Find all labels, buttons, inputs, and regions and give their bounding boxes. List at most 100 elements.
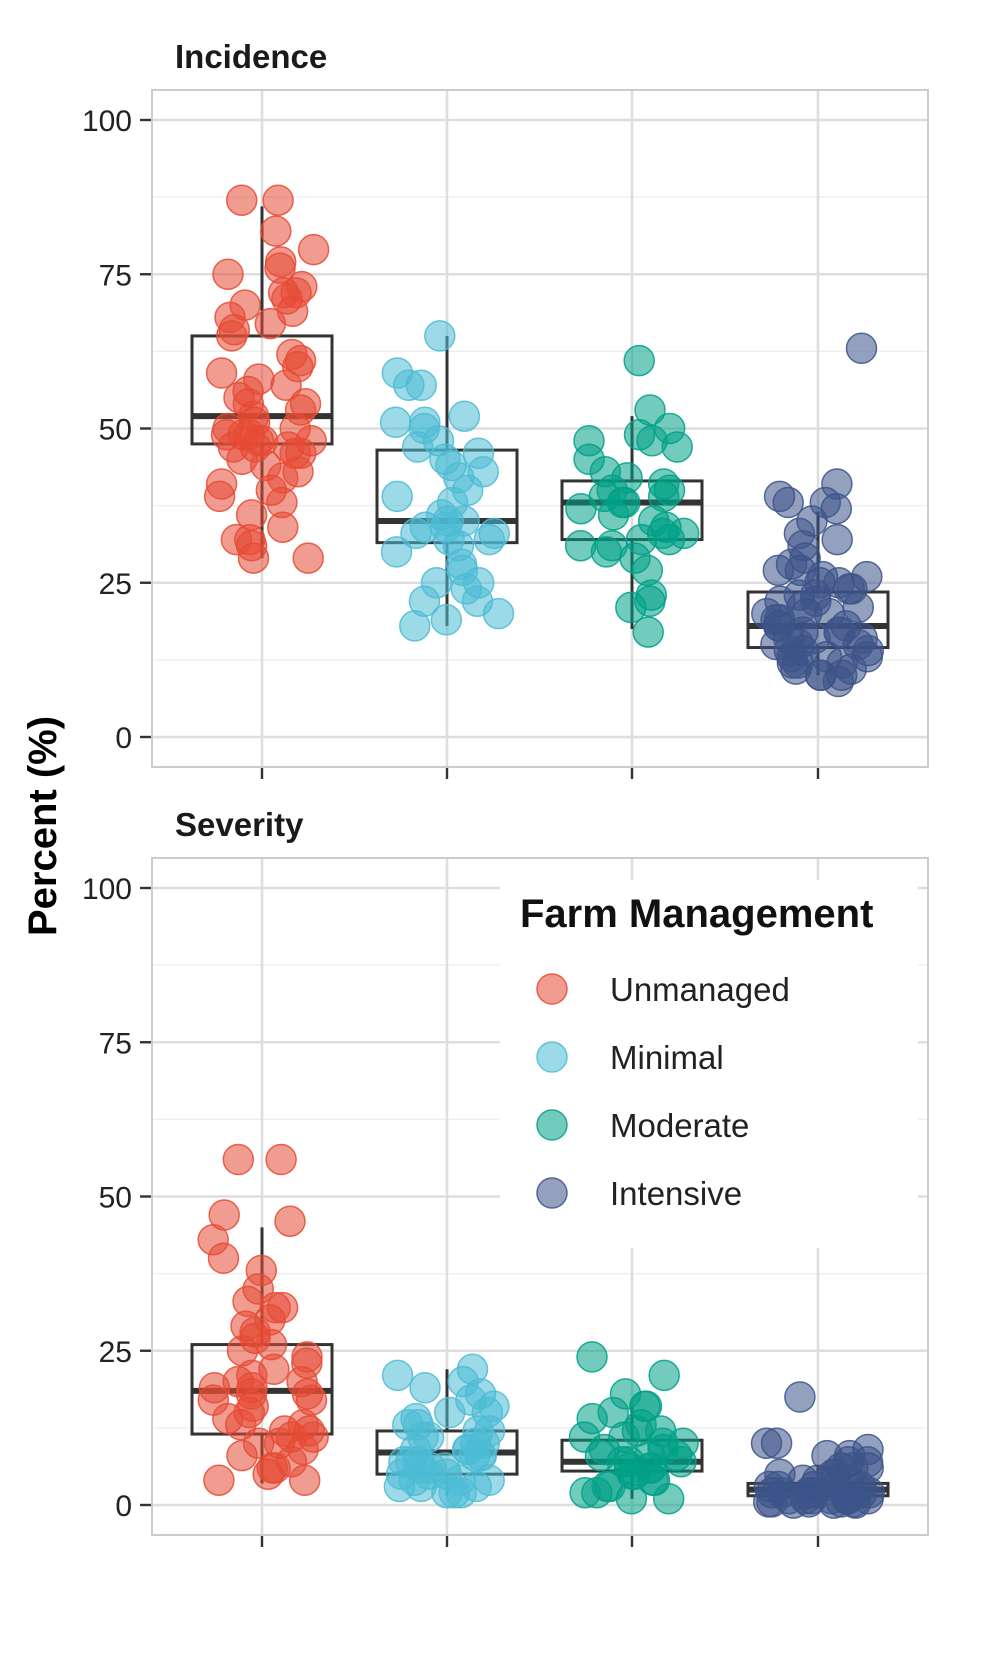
- data-point: [623, 344, 655, 377]
- plot-border: [151, 857, 929, 1536]
- data-point: [381, 1359, 414, 1392]
- data-point: [615, 1483, 648, 1515]
- data-point: [648, 1359, 680, 1392]
- y-tick-label: 75: [99, 259, 132, 292]
- data-point: [212, 258, 244, 291]
- panel-incidence: Incidence 0 25 50 75 100: [82, 38, 929, 779]
- data-point: [292, 542, 324, 574]
- data-point: [400, 517, 432, 550]
- data-point: [458, 1439, 491, 1472]
- points-moderate: [568, 1341, 699, 1515]
- data-point: [845, 332, 878, 365]
- data-point: [401, 431, 434, 463]
- data-point: [576, 1341, 608, 1373]
- data-point: [226, 1439, 258, 1472]
- y-tick-label: 50: [99, 414, 132, 447]
- data-point: [260, 215, 292, 247]
- legend-title: Farm Management: [520, 892, 873, 936]
- legend-label-moderate: Moderate: [610, 1107, 749, 1144]
- data-point: [777, 1487, 810, 1519]
- data-point: [265, 1143, 297, 1176]
- data-point: [297, 233, 330, 266]
- y-tick-label: 0: [115, 1490, 132, 1523]
- data-point: [473, 523, 506, 556]
- y-axis-label: Percent (%): [21, 716, 65, 936]
- data-point: [821, 523, 853, 556]
- data-point: [665, 1446, 697, 1478]
- legend-key-minimal: [536, 1041, 568, 1073]
- legend-key-intensive: [536, 1177, 568, 1209]
- y-tick-label: 25: [99, 568, 132, 601]
- data-point: [379, 406, 412, 439]
- points-minimal: [379, 320, 515, 642]
- y-tick-label: 75: [99, 1027, 132, 1060]
- data-point: [225, 184, 258, 216]
- legend-label-unmanaged: Unmanaged: [610, 971, 790, 1008]
- data-point: [581, 1476, 613, 1509]
- data-point: [237, 542, 270, 574]
- legend: Farm Management Unmanaged Minimal Moderate I…: [500, 880, 918, 1248]
- data-point: [203, 480, 236, 513]
- data-point: [262, 184, 294, 216]
- data-point: [615, 591, 647, 624]
- data-point: [762, 554, 795, 587]
- data-point: [393, 369, 425, 402]
- points-moderate: [564, 344, 700, 648]
- data-point: [590, 536, 623, 568]
- data-point: [760, 1427, 793, 1460]
- data-point: [424, 320, 456, 352]
- points-intensive: [751, 332, 885, 698]
- data-point: [405, 1470, 437, 1503]
- data-point: [784, 1381, 816, 1413]
- data-point: [205, 357, 238, 389]
- data-point: [482, 597, 515, 630]
- data-point: [203, 1464, 235, 1497]
- data-point: [772, 486, 804, 519]
- data-point: [409, 1372, 441, 1404]
- points-minimal: [381, 1353, 510, 1509]
- data-point: [822, 665, 855, 698]
- data-point: [653, 523, 686, 556]
- legend-key-moderate: [536, 1109, 568, 1141]
- y-tick-label: 0: [115, 722, 132, 755]
- data-point: [399, 610, 431, 642]
- panel-title: Severity: [175, 806, 304, 843]
- data-point: [267, 511, 299, 543]
- panel-title: Incidence: [175, 38, 327, 75]
- legend-label-minimal: Minimal: [610, 1039, 724, 1076]
- data-point: [252, 1458, 284, 1490]
- data-point: [565, 492, 597, 525]
- data-point: [564, 529, 597, 562]
- data-point: [818, 1487, 850, 1519]
- points-unmanaged: [197, 1143, 329, 1497]
- data-point: [430, 604, 463, 636]
- data-point: [652, 1483, 685, 1515]
- data-point: [380, 536, 413, 568]
- data-point: [274, 1205, 306, 1237]
- points-intensive: [750, 1381, 886, 1519]
- legend-background: [500, 880, 918, 1248]
- data-point: [207, 1242, 240, 1274]
- data-point: [288, 1464, 321, 1497]
- data-point: [270, 369, 302, 402]
- data-point: [433, 1396, 466, 1429]
- points-unmanaged: [203, 184, 330, 574]
- data-point: [215, 320, 248, 352]
- plot-border: [151, 89, 929, 768]
- data-point: [254, 307, 287, 340]
- y-tick-label: 100: [82, 873, 132, 906]
- data-point: [597, 499, 630, 531]
- legend-key-unmanaged: [536, 973, 568, 1005]
- y-tick-label: 50: [99, 1182, 132, 1215]
- data-point: [632, 616, 664, 648]
- data-point: [448, 400, 481, 432]
- data-point: [222, 1143, 255, 1176]
- data-point: [381, 480, 413, 513]
- y-tick-label: 25: [99, 1336, 132, 1369]
- legend-label-intensive: Intensive: [610, 1175, 742, 1212]
- data-point: [661, 431, 693, 463]
- y-tick-label: 100: [82, 105, 132, 138]
- panels: Incidence 0 25 50 75 100 Severity 0 25 50 75 100: [82, 38, 929, 1547]
- data-point: [438, 1476, 471, 1509]
